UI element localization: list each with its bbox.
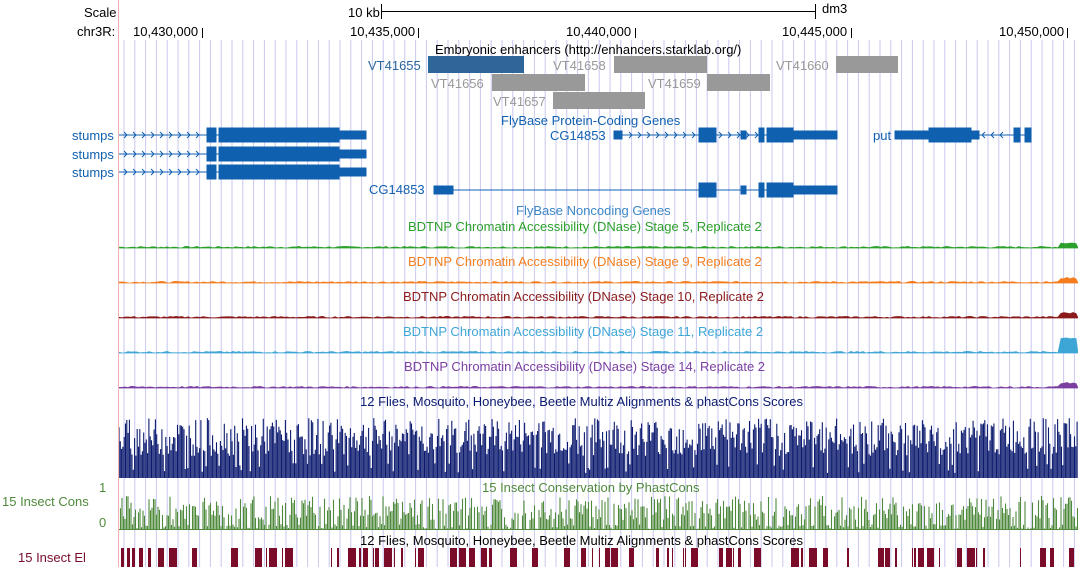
gene-label-stumps-2[interactable]: stumps xyxy=(72,147,114,162)
scale-bar-left-cap xyxy=(381,4,382,19)
scale-bar xyxy=(381,11,816,12)
ruler-mark-3 xyxy=(635,28,636,38)
conservation-y-max: 1 xyxy=(99,480,107,495)
protein-coding-track-title[interactable]: FlyBase Protein-Coding Genes xyxy=(501,113,681,128)
enhancer-label-vt41658[interactable]: VT41658 xyxy=(553,58,606,73)
ruler-tick-1: 10,430,000 xyxy=(133,24,199,39)
noncoding-gene-label-cg14853[interactable]: CG14853 xyxy=(369,182,425,197)
left-margin-rule xyxy=(118,0,119,567)
ruler-tick-4: 10,445,000 xyxy=(782,24,848,39)
gene-label-put[interactable]: put xyxy=(873,128,892,143)
ruler-tick-5: 10,450,000 xyxy=(999,24,1065,39)
gene-label-stumps-1[interactable]: stumps xyxy=(72,128,114,143)
ruler-mark-4 xyxy=(851,28,852,38)
elements-track-title[interactable]: 12 Flies, Mosquito, Honeybee, Beetle Mul… xyxy=(360,533,803,548)
conservation-plot[interactable] xyxy=(119,494,1078,530)
scale-label: Scale xyxy=(84,5,117,20)
enhancer-bar-vt41657[interactable] xyxy=(553,92,645,109)
enhancer-label-vt41659[interactable]: VT41659 xyxy=(648,76,701,91)
enhancer-label-vt41657[interactable]: VT41657 xyxy=(493,94,546,109)
enhancer-label-vt41660[interactable]: VT41660 xyxy=(776,58,829,73)
ruler-mark-1 xyxy=(202,28,203,38)
dnase-stage5-title[interactable]: BDTNP Chromatin Accessibility (DNase) St… xyxy=(408,219,762,234)
enhancers-track-title[interactable]: Embryonic enhancers (http://enhancers.st… xyxy=(435,42,742,57)
dnase-stage10-title[interactable]: BDTNP Chromatin Accessibility (DNase) St… xyxy=(403,289,765,304)
enhancer-label-vt41656[interactable]: VT41656 xyxy=(431,76,484,91)
chrom-label: chr3R: xyxy=(77,24,116,39)
dnase-stage9-title[interactable]: BDTNP Chromatin Accessibility (DNase) St… xyxy=(408,254,762,269)
noncoding-gene-model[interactable] xyxy=(119,180,1078,200)
ruler-mark-5 xyxy=(1067,28,1068,38)
gene-label-stumps-3[interactable]: stumps xyxy=(72,165,114,180)
ruler-tick-2: 10,435,000 xyxy=(350,24,416,39)
dnase-stage11-title[interactable]: BDTNP Chromatin Accessibility (DNase) St… xyxy=(403,324,764,339)
dnase-signal-tracks[interactable] xyxy=(119,236,1078,396)
elements-side-label[interactable]: 15 Insect El xyxy=(18,550,86,565)
multiz-track-title[interactable]: 12 Flies, Mosquito, Honeybee, Beetle Mul… xyxy=(360,394,803,409)
enhancer-bar-vt41660[interactable] xyxy=(836,56,898,73)
enhancer-bar-vt41659[interactable] xyxy=(707,74,770,91)
enhancer-bar-vt41656[interactable] xyxy=(492,74,585,91)
scale-value: 10 kb xyxy=(348,5,380,20)
assembly-label: dm3 xyxy=(822,1,848,16)
dnase-stage14-title[interactable]: BDTNP Chromatin Accessibility (DNase) St… xyxy=(404,359,766,374)
scale-bar-right-cap xyxy=(815,4,816,19)
protein-coding-gene-models[interactable] xyxy=(119,120,1078,190)
multiz-alignment-plot[interactable] xyxy=(119,410,1078,478)
enhancer-label-vt41655[interactable]: VT41655 xyxy=(368,58,421,73)
noncoding-track-title[interactable]: FlyBase Noncoding Genes xyxy=(516,203,671,218)
ruler-mark-2 xyxy=(418,28,419,38)
enhancer-bar-vt41655[interactable] xyxy=(428,56,524,73)
conservation-side-label[interactable]: 15 Insect Cons xyxy=(2,494,89,509)
gene-label-cg14853[interactable]: CG14853 xyxy=(550,128,606,143)
conservation-track-title[interactable]: 15 Insect Conservation by PhastCons xyxy=(482,480,700,495)
enhancer-bar-vt41658[interactable] xyxy=(614,56,707,73)
conserved-elements-plot[interactable] xyxy=(119,548,1078,567)
ruler-tick-3: 10,440,000 xyxy=(566,24,632,39)
conservation-y-min: 0 xyxy=(99,515,107,530)
